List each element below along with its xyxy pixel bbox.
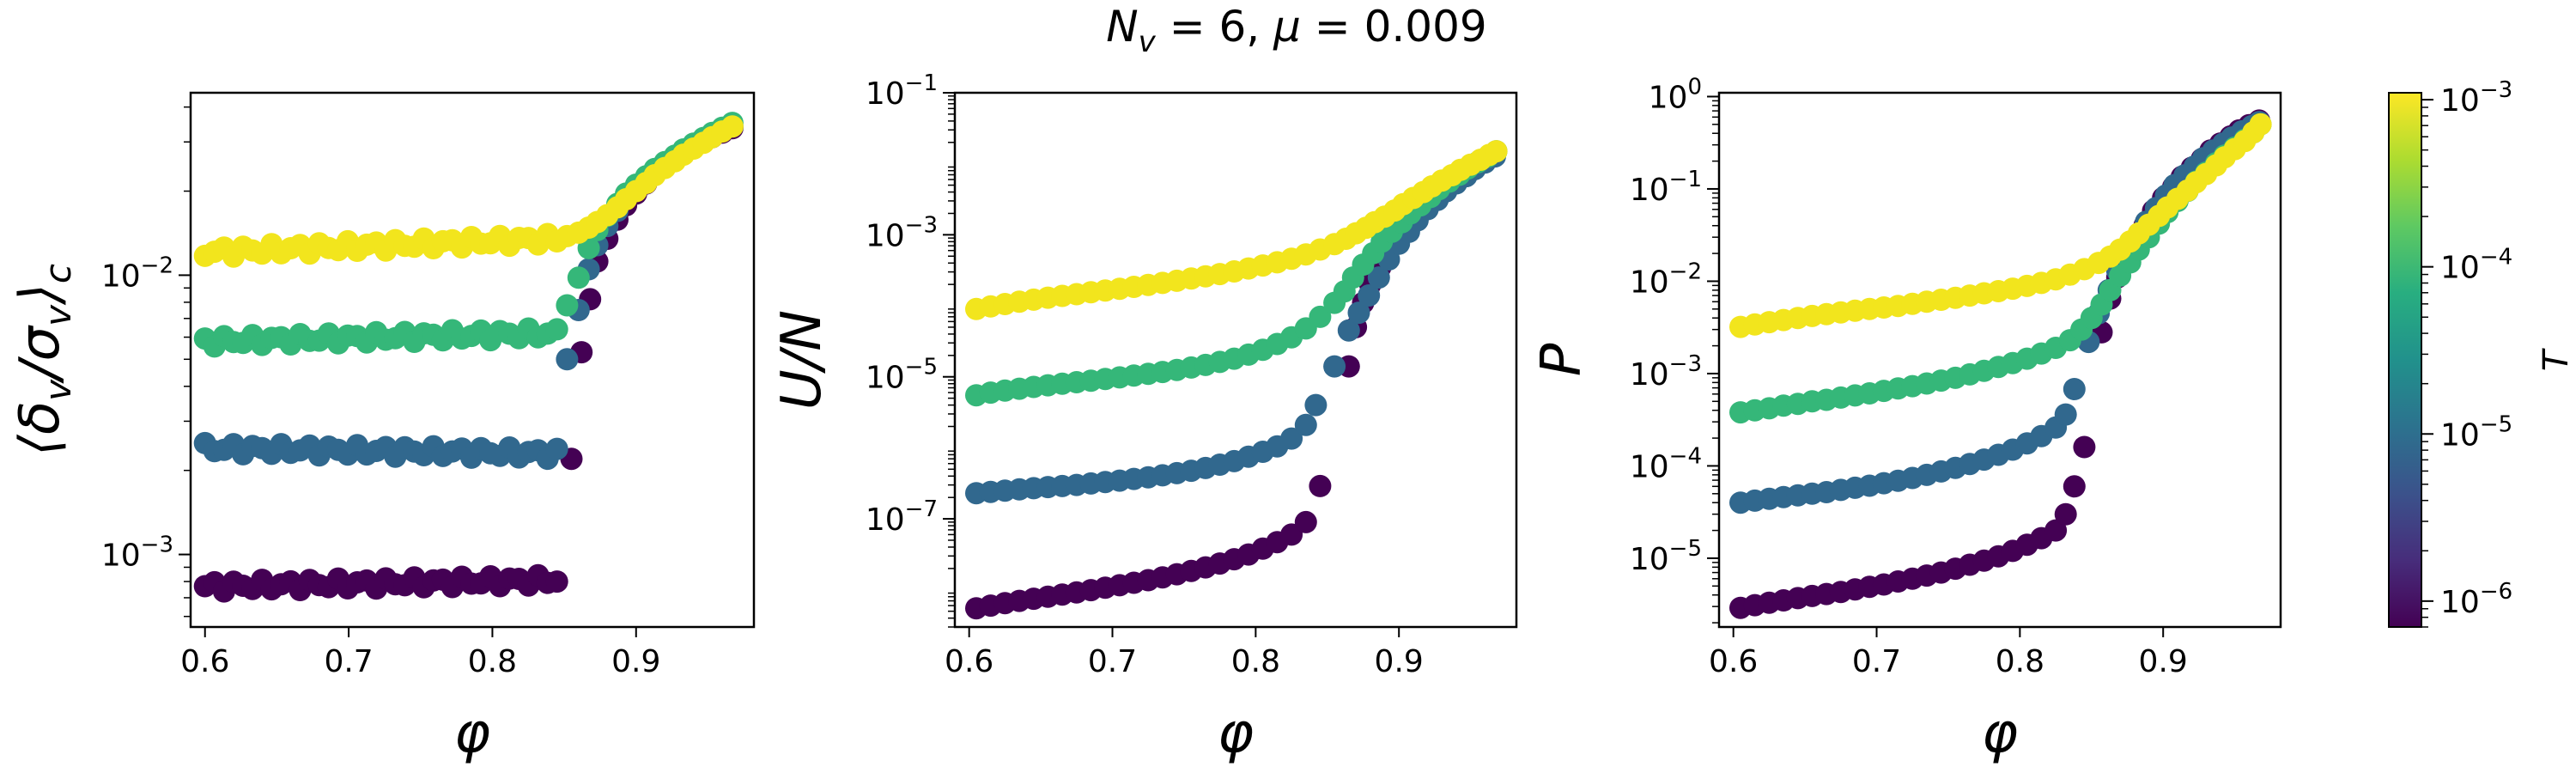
data-point <box>2054 403 2077 426</box>
colorbar-tick-label: 10−4 <box>2440 245 2512 286</box>
x-tick-label: 0.8 <box>1996 644 2044 679</box>
data-point <box>1323 355 1346 378</box>
data-point <box>2054 502 2077 526</box>
panel-energy: 0.6 0.7 0.8 0.9 10−1 10−3 10−5 10−7 φ U/N <box>770 70 1518 765</box>
data-point <box>1358 284 1381 307</box>
data-point <box>567 266 590 289</box>
x-tick-label: 0.8 <box>1231 644 1280 679</box>
y-tick-label: 10−3 <box>1630 351 1702 393</box>
series-points-energy <box>965 140 1508 620</box>
x-tick-label: 0.7 <box>1088 644 1137 679</box>
colorbar: 10−3 10−4 10−5 10−6 T <box>2388 77 2576 628</box>
panel-delta-ratio: 0.6 0.7 0.8 0.9 10−2 10−3 φ ⟨δv/σv⟩c <box>9 91 756 765</box>
colorbar-tick-label: 10−5 <box>2440 411 2512 453</box>
y-tick-label: 10−1 <box>1630 167 1702 208</box>
x-tick-label: 0.6 <box>945 644 993 679</box>
data-point <box>720 115 744 138</box>
x-axis-label: φ <box>1982 702 2018 765</box>
plot-frame <box>953 91 1518 629</box>
minor-ticks-pressure <box>1712 100 1719 624</box>
x-tick-label: 0.6 <box>180 644 229 679</box>
data-point <box>2063 378 2086 400</box>
colorbar-label: T <box>2537 347 2576 371</box>
data-point <box>2249 113 2272 136</box>
data-point <box>2073 435 2096 459</box>
y-axis-label: P <box>1530 343 1594 376</box>
figure-title: Nv = 6, μ = 0.009 <box>1106 2 1486 59</box>
data-point <box>545 570 568 593</box>
y-tick-label: 10−7 <box>866 496 938 538</box>
data-point <box>545 318 568 341</box>
y-tick-label: 10−5 <box>866 355 938 396</box>
y-axis-label: ⟨δv/σv⟩c <box>9 264 79 456</box>
colorbar-tick-label: 10−6 <box>2440 579 2512 620</box>
y-tick-label: 10−5 <box>1630 536 1702 577</box>
data-point <box>1309 474 1332 497</box>
data-point <box>2044 519 2068 542</box>
panel-pressure: 0.6 0.7 0.8 0.9 100 10−1 10−2 10−3 10−4 10−5 φ P <box>1530 74 2282 765</box>
y-tick-label: 10−2 <box>101 253 173 294</box>
x-tick-label: 0.7 <box>1852 644 1901 679</box>
data-point <box>556 294 579 317</box>
data-point <box>1347 301 1370 325</box>
x-tick-label: 0.9 <box>1375 644 1424 679</box>
x-axis-label: φ <box>1218 702 1254 765</box>
data-point <box>1294 413 1317 436</box>
data-point <box>545 437 568 460</box>
data-point <box>1337 319 1360 342</box>
y-tick-label: 10−2 <box>1630 259 1702 300</box>
minor-ticks-energy <box>948 95 955 628</box>
data-point <box>2063 475 2086 498</box>
data-point <box>1280 427 1303 450</box>
y-tick-label: 100 <box>1649 74 1702 115</box>
series-points-delta-ratio <box>193 112 744 603</box>
minor-ticks-delta-ratio <box>184 106 191 618</box>
x-tick-label: 0.7 <box>324 644 373 679</box>
data-point <box>1367 266 1390 289</box>
data-point <box>1304 393 1327 417</box>
x-tick-label: 0.9 <box>2139 644 2188 679</box>
plot-frame <box>189 91 756 629</box>
data-point <box>556 348 579 371</box>
x-tick-label: 0.9 <box>611 644 660 679</box>
plot-frame <box>1717 91 2282 629</box>
data-point <box>1309 305 1332 328</box>
y-tick-label: 10−1 <box>866 70 938 112</box>
colorbar-tick-label: 10−3 <box>2440 77 2512 119</box>
y-tick-label: 10−4 <box>1630 443 1702 484</box>
series-points-pressure <box>1729 109 2272 619</box>
x-tick-label: 0.6 <box>1709 644 1758 679</box>
x-axis-label: φ <box>454 702 490 765</box>
y-tick-label: 10−3 <box>101 533 173 574</box>
x-tick-label: 0.8 <box>468 644 517 679</box>
y-axis-label: U/N <box>770 310 834 410</box>
y-tick-label: 10−3 <box>866 212 938 253</box>
data-point <box>1485 140 1508 163</box>
colorbar-gradient <box>2388 92 2422 628</box>
data-point <box>1294 510 1317 533</box>
